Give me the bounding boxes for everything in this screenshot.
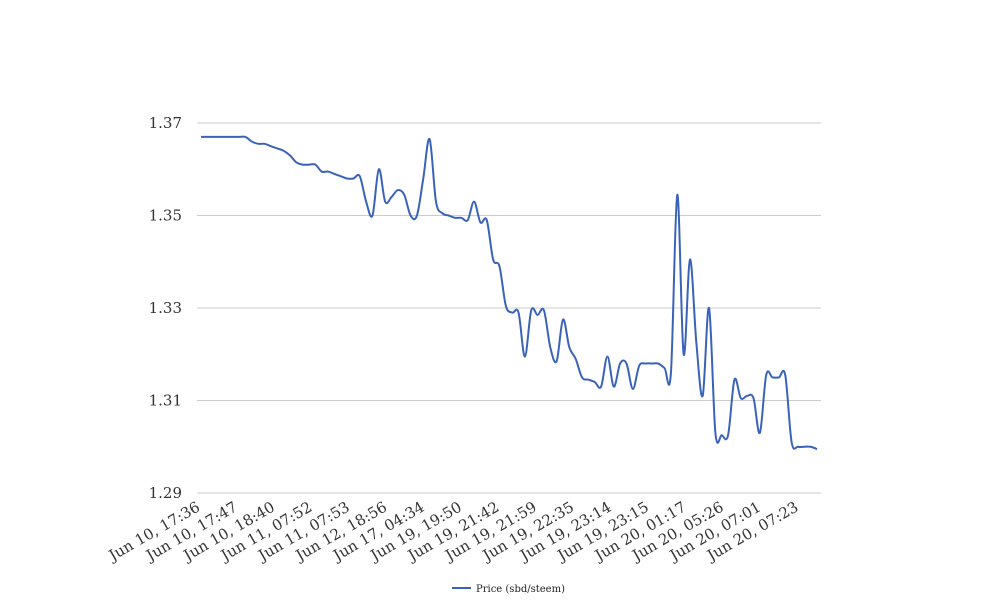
y-tick-label: 1.33 <box>149 299 182 317</box>
gridlines <box>197 122 821 494</box>
y-tick-label: 1.29 <box>149 484 182 502</box>
series-line-price[interactable] <box>201 135 818 451</box>
y-tick-label: 1.37 <box>149 114 182 132</box>
y-tick-label: 1.35 <box>149 207 182 225</box>
legend[interactable]: Price (sbd/steem) <box>452 584 565 595</box>
y-axis-tick-labels: 1.37 1.35 1.33 1.31 1.29 <box>149 114 182 502</box>
series-layer <box>201 135 818 451</box>
legend-label: Price (sbd/steem) <box>476 584 565 595</box>
y-tick-label: 1.31 <box>149 392 182 410</box>
